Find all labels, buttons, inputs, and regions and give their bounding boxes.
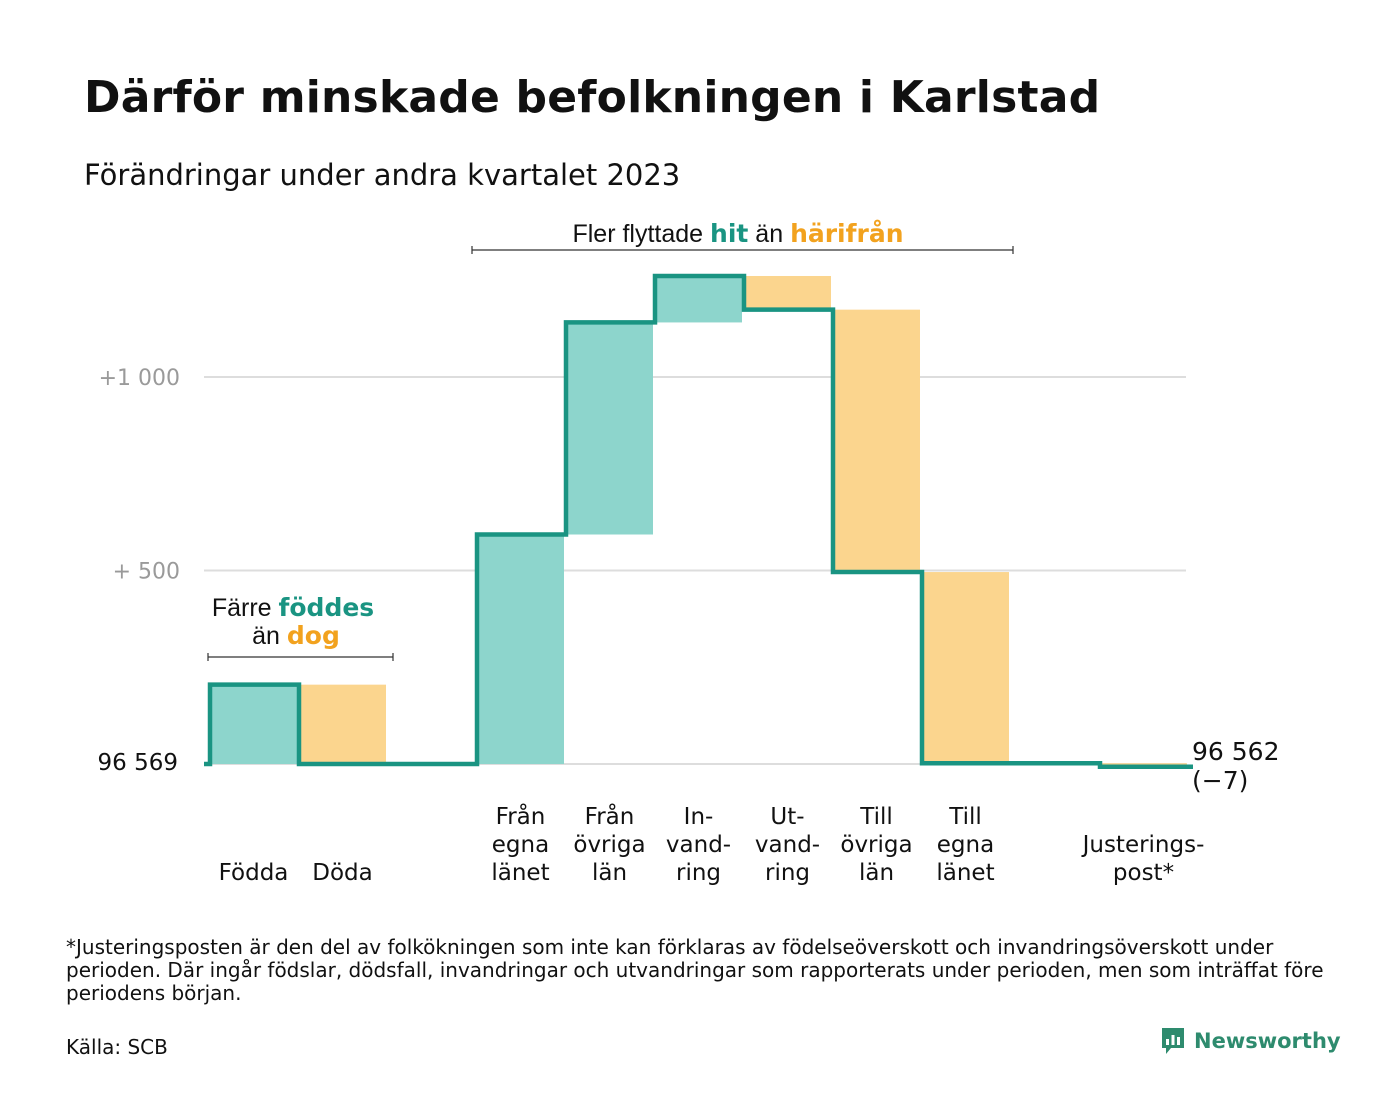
category-label: länet [491,860,549,886]
category-label: Födda [219,860,289,886]
annotation-teal: hit [710,219,748,248]
category-label: övriga [840,832,912,858]
label-layer: Födda DödaFrånegnalänetFrånövrigalänIn-va… [219,737,1280,886]
category-label: In- [684,804,714,830]
annotation-plain: Fler flyttade [572,220,710,248]
chart-subtitle: Förändringar under andra kvartalet 2023 [84,158,681,192]
bar-layer [210,275,1187,767]
y-tick-label: + 500 [113,560,180,585]
brand-label: Newsworthy [1194,1029,1341,1053]
bar-från [477,534,564,764]
category-label: övriga [573,832,645,858]
annotation-plain: Färre [212,594,279,622]
annotation-teal: föddes [279,593,375,622]
bar-från [566,322,653,535]
y-tick-label: +1 000 [99,366,180,391]
brand-logo[interactable]: Newsworthy [1160,1026,1341,1056]
end-value-label: 96 562 [1192,737,1279,766]
category-label: Ut- [770,804,804,830]
category-label: länet [936,860,994,886]
chart-title: Därför minskade befolkningen i Karlstad [84,72,1101,123]
bar-till [922,572,1009,764]
annotation-plain: än [252,622,287,650]
category-label: län [592,860,627,886]
category-label: Justerings- [1081,832,1205,858]
bar-in [655,275,742,323]
bar-födda [210,684,297,764]
category-label: ring [676,860,721,886]
category-label: post* [1113,860,1174,886]
footnote: *Justeringsposten är den del av folkökni… [66,935,1324,1005]
category-label: län [859,860,894,886]
migration-annotation: Fler flyttade hit än härifrån [572,219,903,248]
end-change-label: (−7) [1192,766,1248,795]
category-label: vand- [666,832,731,858]
category-label: Döda [312,860,372,886]
baseline-value-label: 96 569 [98,750,178,776]
annotation-orange: dog [287,621,340,650]
category-label: egna [937,832,994,858]
category-label: Från [496,802,546,830]
category-label: egna [492,832,549,858]
category-label: Till [859,804,893,830]
bar-döda [299,684,386,764]
category-label: Från [585,802,635,830]
category-label: Till [948,804,982,830]
bar-ut [744,275,831,310]
annotation-orange: härifrån [790,219,903,248]
source-label: Källa: SCB [66,1035,168,1059]
births-annotation-line2: än dog [252,621,340,650]
step-line-layer [204,273,1193,769]
births-annotation-line1: Färre föddes [212,593,374,622]
category-label: vand- [755,832,820,858]
annotation-plain: än [748,220,790,248]
category-label: ring [765,860,810,886]
population-step-line [204,273,1193,769]
bar-till [833,309,920,573]
chart-bubble-icon [1162,1028,1184,1054]
